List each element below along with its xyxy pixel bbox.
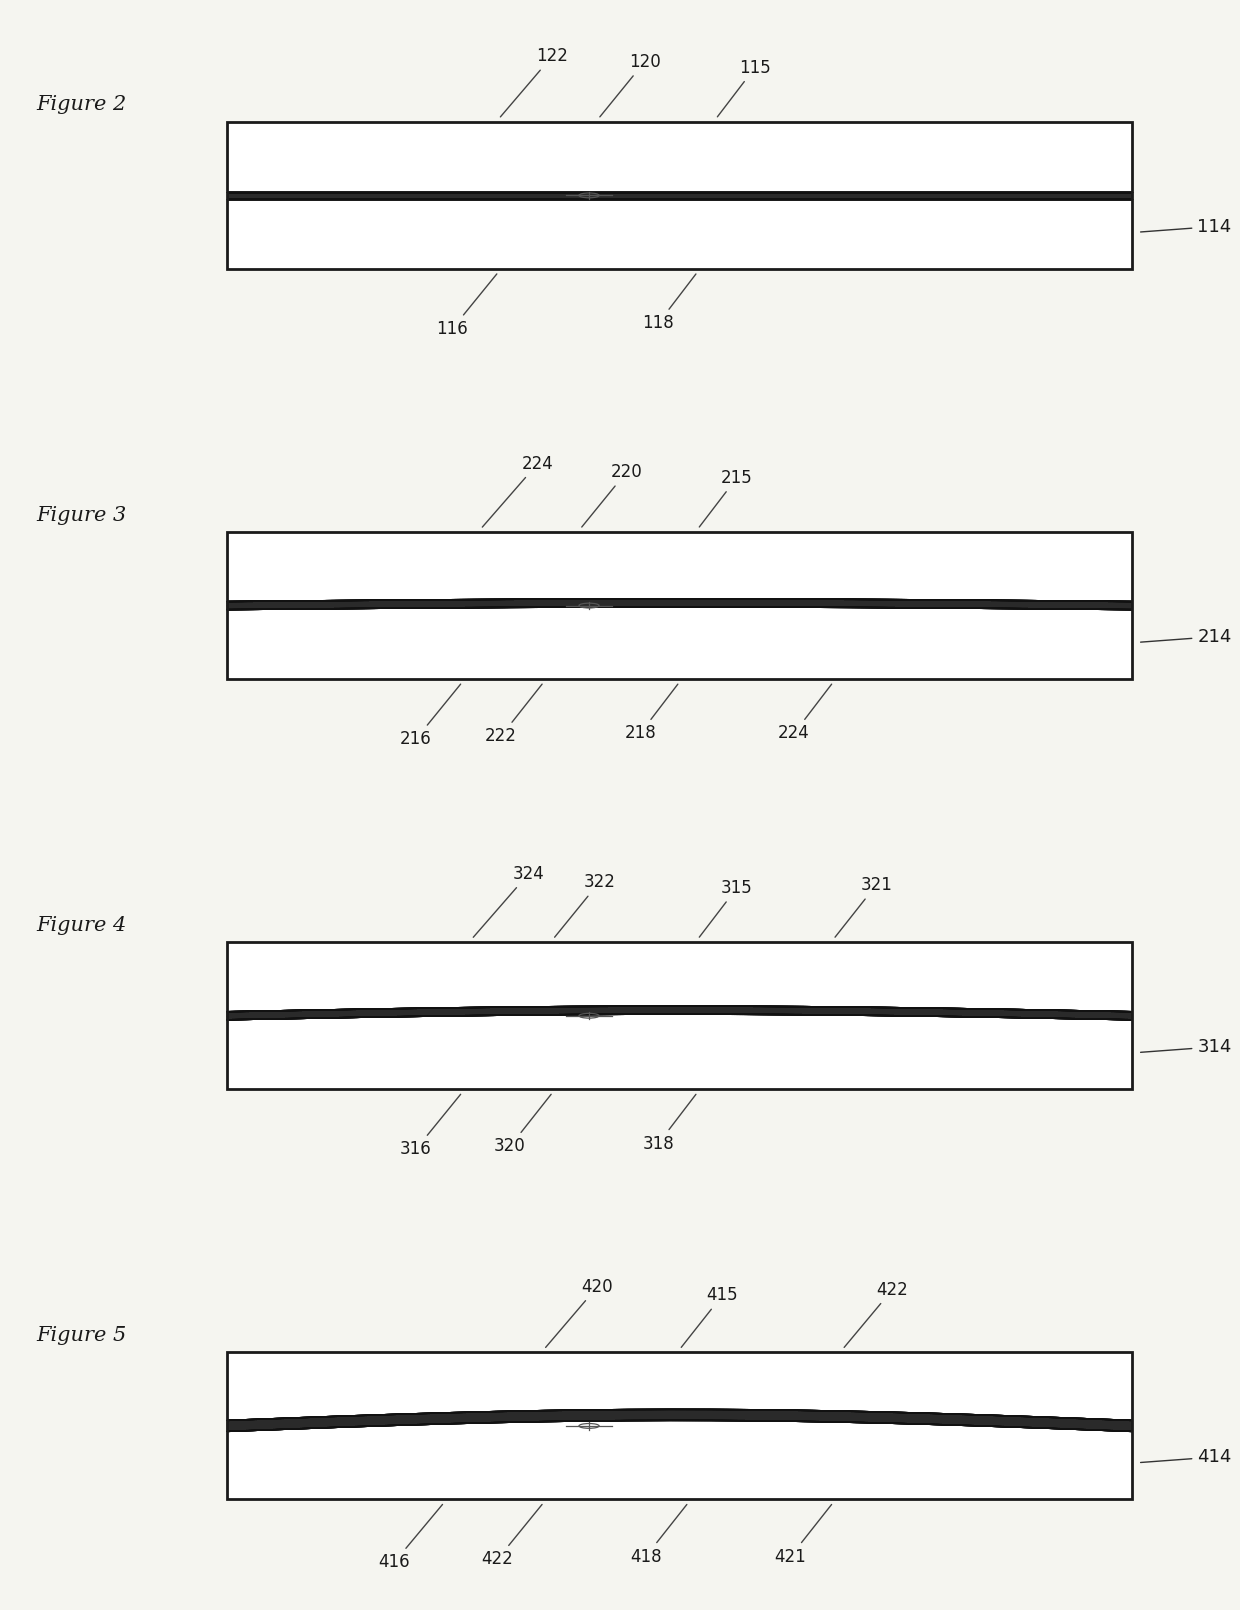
Text: 421: 421 [775, 1504, 832, 1565]
Text: 418: 418 [630, 1504, 687, 1565]
Text: 114: 114 [1141, 217, 1231, 235]
Text: Figure 3: Figure 3 [37, 506, 126, 525]
Text: 422: 422 [844, 1280, 908, 1348]
Text: 216: 216 [401, 684, 460, 749]
Text: 118: 118 [642, 274, 696, 332]
Text: 220: 220 [582, 464, 642, 526]
Text: Figure 2: Figure 2 [37, 95, 126, 114]
Bar [227, 122, 1132, 269]
Text: 215: 215 [699, 469, 753, 526]
Text: 224: 224 [482, 454, 553, 526]
Text: 322: 322 [554, 873, 615, 937]
Text: Figure 5: Figure 5 [37, 1327, 126, 1344]
Bar [227, 122, 1132, 269]
Text: 415: 415 [681, 1286, 738, 1348]
Text: 314: 314 [1141, 1038, 1231, 1056]
Bar [227, 531, 1132, 679]
Text: 222: 222 [485, 684, 542, 745]
Text: 120: 120 [600, 53, 661, 118]
Text: 414: 414 [1141, 1447, 1231, 1467]
Text: 316: 316 [401, 1095, 460, 1158]
Text: 420: 420 [546, 1278, 614, 1348]
Text: 214: 214 [1141, 628, 1231, 646]
Text: 321: 321 [835, 876, 892, 937]
Text: 320: 320 [494, 1095, 551, 1156]
Text: 224: 224 [779, 684, 832, 742]
Bar [227, 531, 1132, 679]
Bar [227, 1352, 1132, 1499]
Text: 416: 416 [378, 1504, 443, 1571]
Bar [227, 942, 1132, 1090]
Text: 422: 422 [481, 1504, 542, 1568]
Bar [227, 1352, 1132, 1499]
Text: Figure 4: Figure 4 [37, 916, 126, 935]
Text: 116: 116 [436, 274, 497, 338]
Text: 115: 115 [718, 58, 771, 118]
Text: 318: 318 [642, 1095, 696, 1153]
Text: 315: 315 [699, 879, 753, 937]
Text: 324: 324 [474, 865, 544, 937]
Bar [227, 942, 1132, 1090]
Text: 122: 122 [501, 47, 568, 118]
Text: 218: 218 [625, 684, 678, 742]
